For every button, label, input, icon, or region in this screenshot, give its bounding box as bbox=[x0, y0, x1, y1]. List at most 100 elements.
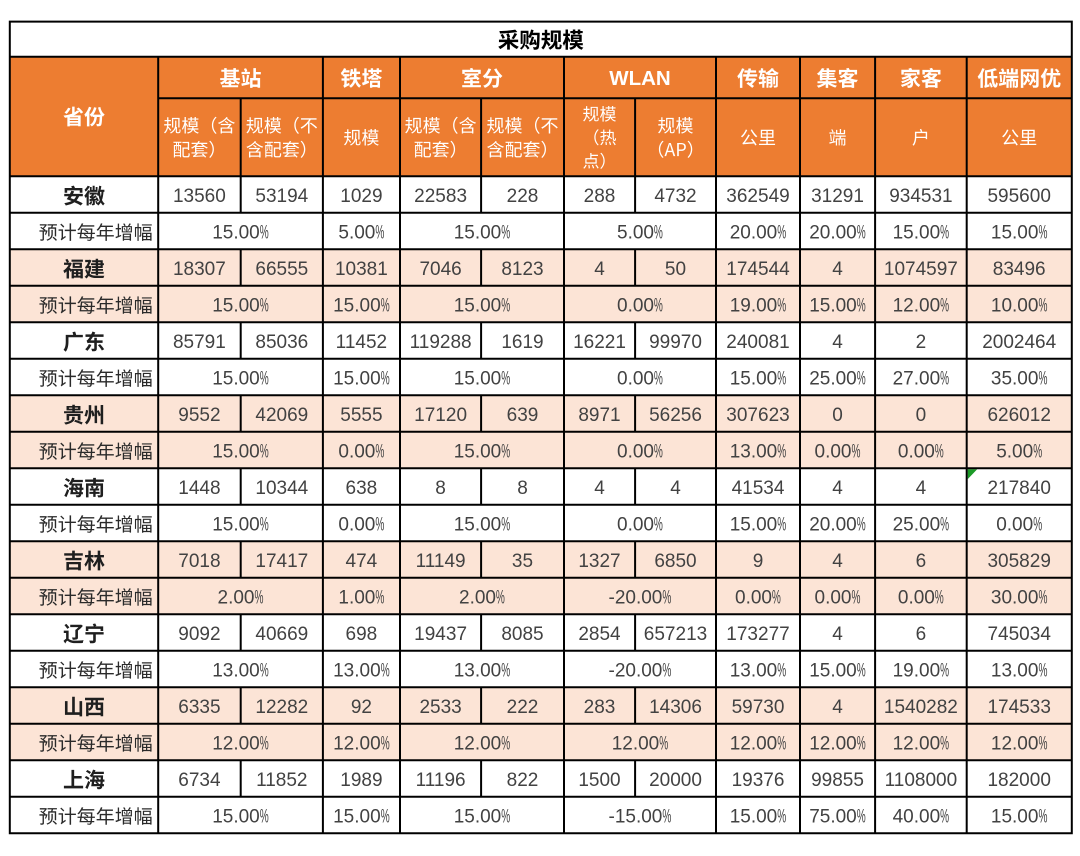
svg-text:%: % bbox=[940, 368, 949, 389]
svg-text:11149: 11149 bbox=[416, 551, 466, 572]
svg-text:15.00: 15.00 bbox=[893, 223, 941, 244]
svg-text:2.00: 2.00 bbox=[459, 588, 496, 609]
svg-text:%: % bbox=[496, 587, 505, 608]
svg-text:%: % bbox=[777, 441, 786, 462]
svg-text:%: % bbox=[654, 295, 663, 316]
svg-text:%: % bbox=[1039, 733, 1048, 754]
svg-text:%: % bbox=[260, 733, 269, 754]
svg-text:40669: 40669 bbox=[255, 624, 308, 645]
svg-text:305829: 305829 bbox=[987, 551, 1050, 572]
svg-text:7046: 7046 bbox=[419, 259, 461, 280]
svg-text:%: % bbox=[935, 587, 944, 608]
svg-text:15.00: 15.00 bbox=[212, 515, 260, 536]
svg-text:0.00: 0.00 bbox=[338, 442, 375, 463]
svg-text:13.00: 13.00 bbox=[454, 661, 502, 682]
svg-text:53194: 53194 bbox=[255, 186, 308, 207]
svg-text:1989: 1989 bbox=[340, 770, 382, 791]
svg-text:%: % bbox=[654, 222, 663, 243]
svg-text:15.00: 15.00 bbox=[454, 807, 502, 828]
svg-text:4: 4 bbox=[594, 478, 605, 499]
svg-text:12.00: 12.00 bbox=[991, 734, 1039, 755]
svg-text:1108000: 1108000 bbox=[885, 770, 958, 791]
svg-text:%: % bbox=[501, 368, 510, 389]
svg-text:1.00: 1.00 bbox=[338, 588, 375, 609]
svg-text:2002464: 2002464 bbox=[982, 332, 1056, 353]
svg-text:4: 4 bbox=[832, 332, 843, 353]
svg-text:20.00: 20.00 bbox=[809, 223, 857, 244]
svg-text:%: % bbox=[501, 222, 510, 243]
svg-text:%: % bbox=[260, 806, 269, 827]
svg-text:20.00: 20.00 bbox=[730, 223, 778, 244]
svg-text:%: % bbox=[654, 514, 663, 535]
svg-text:%: % bbox=[772, 587, 781, 608]
svg-text:222: 222 bbox=[507, 697, 539, 718]
svg-text:15.00: 15.00 bbox=[809, 661, 857, 682]
svg-text:174533: 174533 bbox=[987, 697, 1050, 718]
svg-text:4: 4 bbox=[832, 478, 843, 499]
svg-text:%: % bbox=[501, 441, 510, 462]
svg-text:%: % bbox=[940, 660, 949, 681]
svg-text:%: % bbox=[777, 514, 786, 535]
svg-text:15.00: 15.00 bbox=[212, 296, 260, 317]
svg-text:85791: 85791 bbox=[173, 332, 226, 353]
svg-text:31291: 31291 bbox=[811, 186, 864, 207]
svg-text:174544: 174544 bbox=[726, 259, 790, 280]
svg-text:15.00: 15.00 bbox=[991, 223, 1039, 244]
svg-text:11852: 11852 bbox=[256, 770, 307, 791]
svg-text:15.00: 15.00 bbox=[454, 442, 502, 463]
svg-text:22583: 22583 bbox=[414, 186, 467, 207]
svg-text:0.00: 0.00 bbox=[617, 442, 654, 463]
svg-text:%: % bbox=[1033, 441, 1042, 462]
svg-text:0.00: 0.00 bbox=[617, 369, 654, 390]
svg-text:41534: 41534 bbox=[732, 478, 785, 499]
svg-text:12.00: 12.00 bbox=[809, 734, 857, 755]
svg-text:27.00: 27.00 bbox=[893, 369, 941, 390]
svg-text:240081: 240081 bbox=[726, 332, 789, 353]
svg-text:%: % bbox=[777, 733, 786, 754]
svg-text:6: 6 bbox=[916, 551, 927, 572]
svg-text:307623: 307623 bbox=[726, 405, 789, 426]
svg-text:%: % bbox=[260, 222, 269, 243]
svg-text:5.00: 5.00 bbox=[996, 442, 1033, 463]
svg-text:822: 822 bbox=[507, 770, 539, 791]
svg-text:4: 4 bbox=[832, 259, 843, 280]
svg-text:%: % bbox=[857, 733, 866, 754]
svg-text:0.00: 0.00 bbox=[617, 296, 654, 317]
svg-text:18307: 18307 bbox=[173, 259, 226, 280]
svg-text:%: % bbox=[260, 441, 269, 462]
svg-text:173277: 173277 bbox=[726, 624, 789, 645]
svg-text:639: 639 bbox=[507, 405, 539, 426]
svg-text:%: % bbox=[777, 806, 786, 827]
svg-text:15.00: 15.00 bbox=[454, 296, 502, 317]
svg-text:4: 4 bbox=[832, 551, 843, 572]
svg-text:40.00: 40.00 bbox=[893, 807, 941, 828]
svg-text:%: % bbox=[940, 514, 949, 535]
svg-text:2.00: 2.00 bbox=[218, 588, 255, 609]
svg-text:92: 92 bbox=[351, 697, 372, 718]
svg-text:19.00: 19.00 bbox=[893, 661, 941, 682]
svg-text:%: % bbox=[940, 295, 949, 316]
svg-text:283: 283 bbox=[584, 697, 616, 718]
svg-text:4: 4 bbox=[832, 697, 843, 718]
svg-text:19376: 19376 bbox=[732, 770, 785, 791]
svg-text:%: % bbox=[659, 733, 668, 754]
svg-text:56256: 56256 bbox=[649, 405, 702, 426]
svg-text:6734: 6734 bbox=[178, 770, 221, 791]
svg-text:%: % bbox=[857, 514, 866, 535]
svg-text:%: % bbox=[501, 806, 510, 827]
svg-text:%: % bbox=[662, 660, 671, 681]
svg-text:%: % bbox=[1039, 295, 1048, 316]
svg-text:6: 6 bbox=[916, 624, 927, 645]
svg-text:85036: 85036 bbox=[255, 332, 308, 353]
svg-text:%: % bbox=[381, 295, 390, 316]
svg-text:%: % bbox=[260, 368, 269, 389]
svg-text:%: % bbox=[1039, 368, 1048, 389]
svg-text:%: % bbox=[375, 514, 384, 535]
svg-text:0.00: 0.00 bbox=[898, 442, 935, 463]
svg-text:1540282: 1540282 bbox=[884, 697, 958, 718]
svg-text:12.00: 12.00 bbox=[212, 734, 260, 755]
svg-text:%: % bbox=[501, 660, 510, 681]
svg-text:%: % bbox=[260, 514, 269, 535]
svg-text:4: 4 bbox=[594, 259, 605, 280]
svg-text:15.00: 15.00 bbox=[730, 515, 778, 536]
